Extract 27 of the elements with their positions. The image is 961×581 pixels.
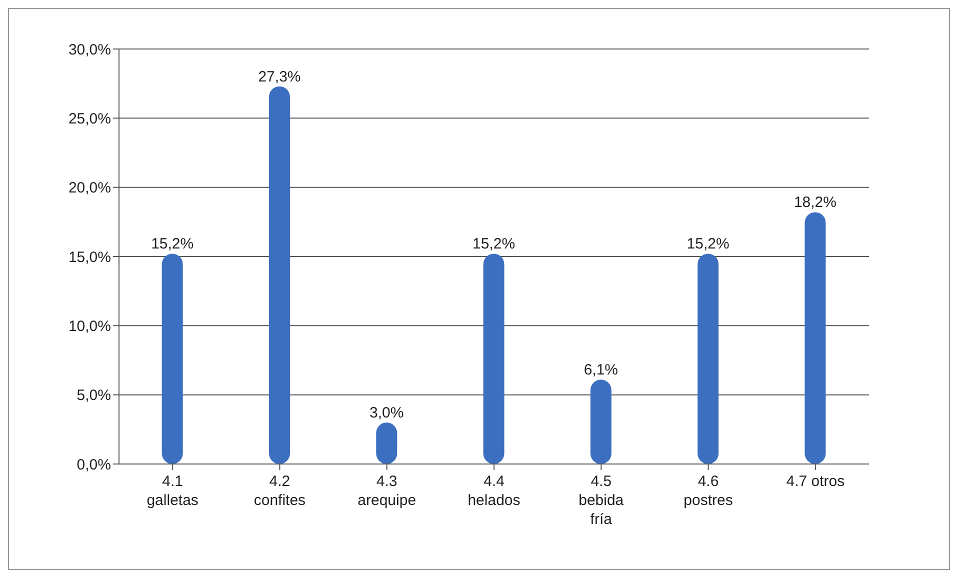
data-label: 15,2% <box>151 236 194 253</box>
bar <box>162 254 183 464</box>
x-tick-label: 4.7 otros <box>786 473 845 490</box>
y-tick-label: 15,0% <box>68 248 111 266</box>
y-tick-label: 25,0% <box>68 110 111 128</box>
y-tick-label: 30,0% <box>68 41 111 58</box>
data-label: 3,0% <box>370 404 404 422</box>
data-label: 27,3% <box>258 68 301 86</box>
bar <box>269 86 290 464</box>
y-tick-label: 5,0% <box>76 387 111 404</box>
bar <box>590 380 612 464</box>
x-tick-label: 4.3 arequipe <box>358 473 416 509</box>
y-tick-label: 10,0% <box>68 318 111 335</box>
bar <box>483 254 504 464</box>
x-tick-label: 4.4 helados <box>468 473 520 509</box>
x-tick-label: 4.2 confites <box>254 473 306 509</box>
x-tick-label: 4.1 galletas <box>146 473 198 509</box>
data-label: 15,2% <box>472 236 516 253</box>
y-tick-label: 0,0% <box>76 456 111 474</box>
bar <box>698 254 719 464</box>
y-tick-label: 20,0% <box>68 180 111 197</box>
x-tick-label: 4.5 bebida fría <box>578 473 624 528</box>
data-label: 18,2% <box>794 194 836 212</box>
data-label: 15,2% <box>686 236 730 253</box>
bar <box>804 212 826 464</box>
x-tick-label: 4.6 postres <box>684 473 733 509</box>
data-label: 6,1% <box>584 362 618 379</box>
